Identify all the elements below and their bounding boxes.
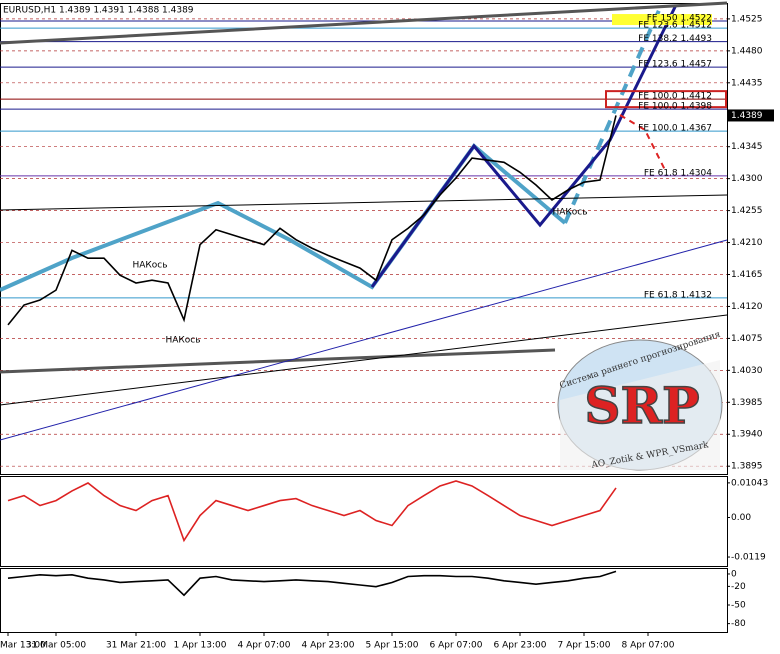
fe-label: FE 100.0 1.4367 [638,124,712,134]
trend-line [0,314,728,406]
channel-line [0,1,728,45]
zigzag-drawing-2 [370,4,678,288]
annotation: НАКось [165,336,200,346]
fe-label: FE 61.8 1.4304 [644,168,712,178]
x-tick-label: 8 Apr 07:00 [622,641,675,651]
fe-label: FE 123.6 1.4512 [638,21,712,31]
trend-line [0,239,728,441]
x-tick-label: 6 Apr 07:00 [430,641,483,651]
y-tick-label: 1.4435 [731,78,763,88]
fe-label: FE 150 1.4522 [647,14,712,24]
y-tick-label: 1.4525 [731,14,763,24]
y-tick-label: -80 [731,619,746,629]
logo: SRP Система раннего прогнозирования AO_Z… [557,330,723,471]
price-line [7,570,617,597]
y-tick-label: -20 [731,582,746,592]
fe-label: FE 61.8 1.4132 [644,290,712,300]
y-tick-label: 1.3895 [731,462,763,472]
price-line [7,115,617,326]
fe-highlight [612,14,712,26]
fe-label: FE 100.0 1.4398 [638,102,712,112]
y-tick-label: 0.00 [731,513,751,523]
x-tick-label: 4 Apr 23:00 [302,641,355,651]
last-price: 1.4389 [731,111,763,121]
y-tick-label: -0.0119 [731,553,766,563]
x-tick-label: 4 Apr 07:00 [238,641,291,651]
oscillator-panel [0,476,728,567]
zigzag-drawing [0,143,567,292]
y-tick-label: 0 [731,569,737,579]
forecast-drawing [619,114,666,171]
annotation: НАКось [132,261,167,271]
y-tick-label: 1.4120 [731,302,763,312]
channel-line [0,348,556,374]
chart-title: EURUSD,H1 1.4389 1.4391 1.4388 1.4389 [3,6,194,16]
x-tick-label: 7 Apr 15:00 [558,641,611,651]
x-tick-label: 31 Mar 05:00 [26,641,86,651]
y-tick-label: -50 [731,601,746,611]
y-tick-label: 1.3985 [731,398,763,408]
x-tick-label: 1 Apr 13:00 [174,641,227,651]
projection [563,7,662,224]
x-tick-label: 6 Apr 23:00 [494,641,547,651]
x-tick-label: 31 Mar 21:00 [106,641,166,651]
y-tick-label: 1.4300 [731,174,763,184]
logo-shade [560,360,720,470]
fe-box [605,90,727,109]
logo-text: SRP [584,376,699,435]
y-tick-label: 1.4075 [731,334,763,344]
y-tick-label: 1.4165 [731,270,763,280]
y-tick-label: 1.4255 [731,206,763,216]
annotation: НАКось [552,208,587,218]
y-tick-label: 0.01043 [731,478,768,488]
fe-label: FE 100.0 1.4412 [638,92,712,102]
y-tick-label: 1.3940 [731,430,763,440]
y-tick-label: 1.4480 [731,46,763,56]
x-tick-label: 5 Apr 15:00 [366,641,419,651]
y-tick-label: 1.4210 [731,238,763,248]
y-tick-label: 1.4345 [731,142,763,152]
fe-label: FE 138.2 1.4493 [638,34,712,44]
main-panel [0,3,728,475]
price-line [7,480,617,543]
y-tick-label: 1.4030 [731,366,763,376]
last-price-box [728,109,774,122]
wpr-panel [0,568,728,633]
fe-label: FE 123.6 1.4457 [638,60,712,70]
trend-line [0,194,728,211]
x-tick-label: Mar 13:00 [0,641,46,651]
